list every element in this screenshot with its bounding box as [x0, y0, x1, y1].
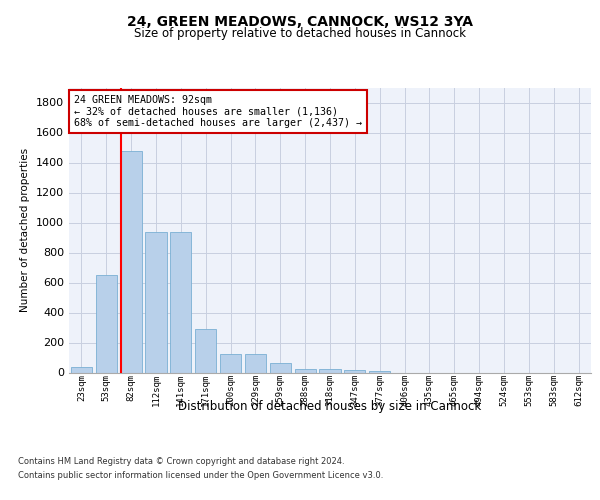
Text: Size of property relative to detached houses in Cannock: Size of property relative to detached ho…	[134, 28, 466, 40]
Bar	[220, 354, 241, 372]
Text: Distribution of detached houses by size in Cannock: Distribution of detached houses by size …	[178, 400, 482, 413]
Bar	[96, 275, 117, 372]
Text: Contains public sector information licensed under the Open Government Licence v3: Contains public sector information licen…	[18, 471, 383, 480]
Bar	[270, 363, 291, 372]
Y-axis label: Number of detached properties: Number of detached properties	[20, 148, 31, 312]
Bar	[319, 369, 341, 372]
Text: 24, GREEN MEADOWS, CANNOCK, WS12 3YA: 24, GREEN MEADOWS, CANNOCK, WS12 3YA	[127, 15, 473, 29]
Bar	[344, 370, 365, 372]
Text: Contains HM Land Registry data © Crown copyright and database right 2024.: Contains HM Land Registry data © Crown c…	[18, 458, 344, 466]
Bar	[170, 232, 191, 372]
Text: 24 GREEN MEADOWS: 92sqm
← 32% of detached houses are smaller (1,136)
68% of semi: 24 GREEN MEADOWS: 92sqm ← 32% of detache…	[74, 94, 362, 128]
Bar	[71, 366, 92, 372]
Bar	[121, 150, 142, 372]
Bar	[145, 232, 167, 372]
Bar	[369, 371, 390, 372]
Bar	[245, 354, 266, 372]
Bar	[195, 329, 216, 372]
Bar	[295, 369, 316, 372]
